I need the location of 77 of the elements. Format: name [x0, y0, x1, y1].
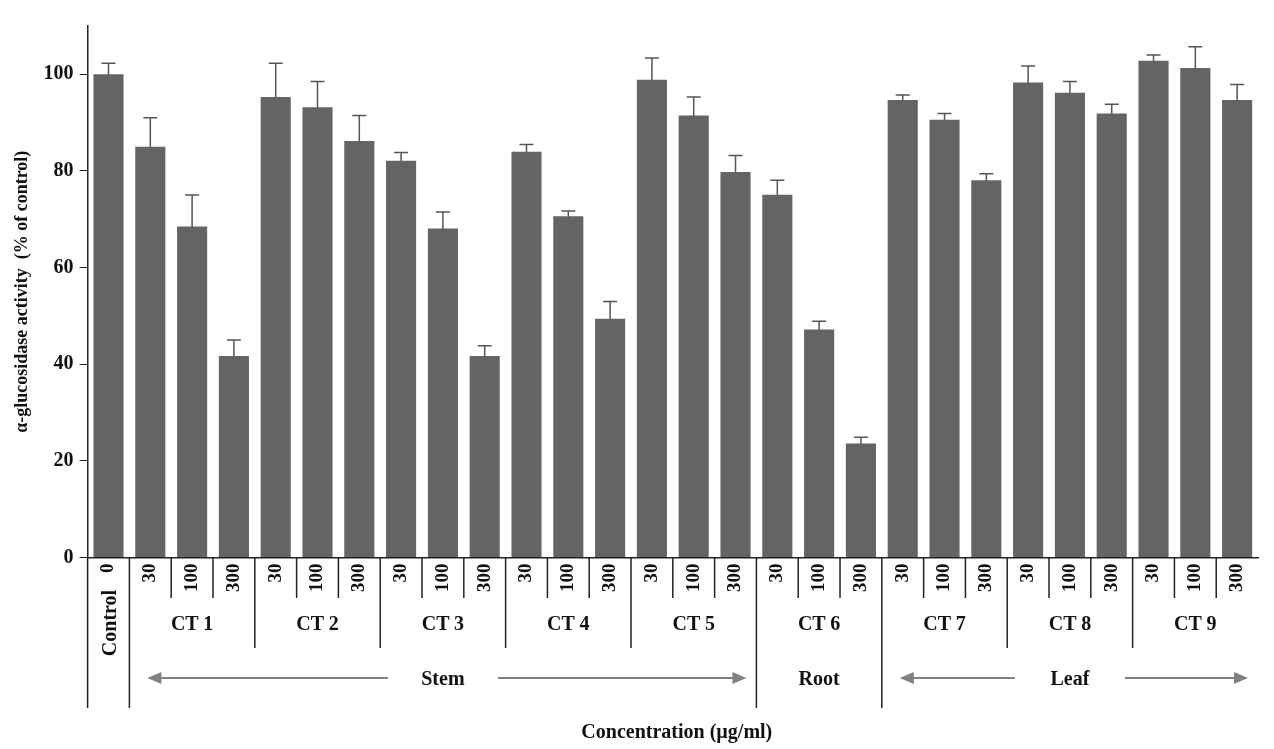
bar — [762, 194, 793, 557]
x-tick-label: 300 — [1225, 563, 1247, 592]
bar — [720, 171, 751, 557]
x-tick-label: 100 — [556, 563, 578, 592]
bar — [845, 443, 876, 557]
text: Control — [97, 589, 120, 657]
text: CT 5 — [672, 611, 715, 635]
x-tick-label: 30 — [514, 563, 536, 583]
text: Root — [798, 666, 840, 690]
x-tick-label: 100 — [305, 563, 327, 592]
x-tick-label: 300 — [472, 563, 494, 592]
x-tick-label: 30 — [1016, 563, 1038, 583]
x-tick-label: 300 — [347, 563, 369, 592]
bar — [1222, 99, 1253, 557]
text: Concentration (µg/ml) — [580, 720, 774, 743]
x-tick-label: 100 — [932, 563, 954, 592]
x-tick-label: 100 — [180, 563, 202, 592]
x-tick-label: 100 — [430, 563, 452, 592]
y-tick-label: 60 — [53, 254, 74, 277]
bar — [804, 329, 835, 557]
text: CT 9 — [1174, 611, 1217, 635]
x-tick-label: 30 — [639, 563, 661, 583]
bar — [177, 226, 208, 557]
text: Leaf — [1050, 666, 1090, 690]
y-tick-label: 40 — [53, 351, 74, 374]
x-tick-label: 300 — [974, 563, 996, 592]
bar — [93, 74, 124, 557]
bar — [636, 79, 667, 557]
y-tick-label: 20 — [53, 448, 74, 471]
bar — [1180, 68, 1211, 557]
y-axis-title: α-glucosidase activity (% of control) — [11, 150, 33, 433]
bar — [302, 107, 333, 557]
bar — [260, 97, 291, 557]
bar — [511, 151, 542, 557]
x-tick-label: 300 — [1099, 563, 1121, 592]
text: CT 8 — [1048, 611, 1092, 635]
y-tick-label: 80 — [53, 158, 74, 181]
y-tick-label: 100 — [43, 61, 74, 84]
bar — [678, 115, 709, 557]
bar — [344, 141, 375, 557]
x-tick-label: 30 — [263, 563, 285, 583]
bar — [1138, 60, 1169, 557]
x-tick-label: 30 — [138, 563, 160, 583]
bar — [1096, 113, 1127, 557]
x-tick-label: 300 — [598, 563, 620, 592]
x-tick-label: 30 — [890, 563, 912, 583]
bar — [218, 356, 249, 557]
x-tick-label: 0 — [96, 563, 118, 573]
bar — [386, 160, 417, 557]
text: CT 3 — [421, 611, 465, 635]
x-tick-label: 100 — [681, 563, 703, 592]
bar — [1054, 92, 1085, 557]
bar — [1013, 82, 1044, 557]
bar — [971, 180, 1002, 557]
x-tick-label: 30 — [765, 563, 787, 583]
text: CT 1 — [170, 611, 214, 635]
bar — [469, 356, 500, 557]
x-tick-label: 100 — [1183, 563, 1205, 592]
bar — [135, 146, 166, 557]
bar — [427, 228, 458, 557]
bar — [553, 216, 584, 557]
x-tick-label: 300 — [221, 563, 243, 592]
x-tick-label: 300 — [723, 563, 745, 592]
x-tick-label: 100 — [1057, 563, 1079, 592]
y-tick-label: 0 — [63, 544, 74, 567]
x-tick-label: 30 — [389, 563, 411, 583]
text: CT 7 — [923, 611, 966, 635]
text: CT 2 — [296, 611, 339, 635]
x-tick-label: 300 — [848, 563, 870, 592]
bar — [595, 318, 626, 557]
x-tick-label: 30 — [1141, 563, 1163, 583]
bar — [929, 119, 960, 557]
text: Stem — [421, 666, 465, 690]
text: CT 4 — [547, 611, 590, 635]
bar — [887, 99, 918, 557]
x-tick-label: 100 — [807, 563, 829, 592]
text: CT 6 — [797, 611, 841, 635]
